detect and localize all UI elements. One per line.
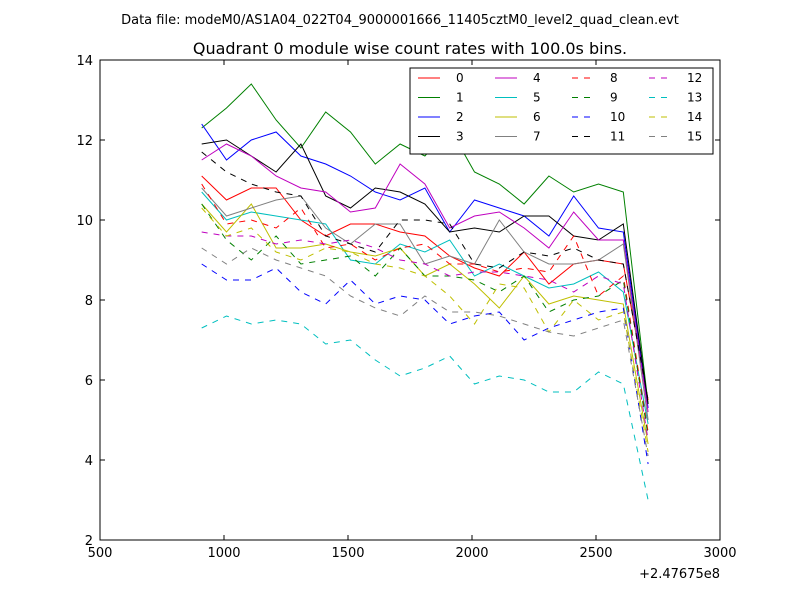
- legend-label-4: 4: [533, 71, 541, 85]
- series-line-15: [201, 247, 649, 457]
- y-tick-label: 6: [85, 374, 93, 389]
- legend-label-7: 7: [533, 130, 541, 144]
- x-axis-offset-label: +2.47675e8: [639, 567, 720, 582]
- y-tick-label: 2: [85, 534, 93, 549]
- series-line-12: [201, 231, 649, 441]
- series-line-4: [201, 143, 649, 413]
- series-layer: [201, 83, 649, 501]
- legend-label-12: 12: [687, 71, 702, 85]
- x-tick-label: 1500: [331, 546, 364, 561]
- legend-label-11: 11: [610, 130, 625, 144]
- y-tick-label: 4: [85, 454, 93, 469]
- legend-label-13: 13: [687, 91, 702, 105]
- legend-label-2: 2: [456, 110, 464, 124]
- series-line-2: [201, 123, 649, 409]
- legend-label-1: 1: [456, 91, 464, 105]
- legend-label-14: 14: [687, 110, 702, 124]
- chart-title: Quadrant 0 module wise count rates with …: [193, 39, 627, 58]
- x-tick-label: 2500: [579, 546, 612, 561]
- legend-label-9: 9: [610, 91, 618, 105]
- legend-label-15: 15: [687, 130, 702, 144]
- x-tick-label: 3000: [703, 546, 736, 561]
- legend-label-8: 8: [610, 71, 618, 85]
- legend-label-3: 3: [456, 130, 464, 144]
- series-line-10: [201, 263, 649, 465]
- legend-label-6: 6: [533, 110, 541, 124]
- legend-box: [409, 67, 714, 155]
- legend-label-0: 0: [456, 71, 464, 85]
- series-line-1: [201, 83, 649, 405]
- axes-frame: [99, 59, 721, 541]
- y-tick-label: 12: [76, 134, 93, 149]
- x-tick-label: 1000: [207, 546, 240, 561]
- series-line-5: [201, 191, 649, 425]
- x-tick-label: 500: [88, 546, 113, 561]
- series-line-14: [201, 207, 649, 453]
- x-tick-label: 2000: [455, 546, 488, 561]
- legend-label-5: 5: [533, 91, 541, 105]
- legend-label-10: 10: [610, 110, 625, 124]
- series-line-8: [201, 183, 649, 433]
- y-tick-label: 10: [76, 214, 93, 229]
- y-tick-label: 8: [85, 294, 93, 309]
- y-tick-label: 14: [76, 54, 93, 69]
- series-line-11: [201, 151, 649, 401]
- figure-suptitle: Data file: modeM0/AS1A04_022T04_90000016…: [121, 13, 679, 28]
